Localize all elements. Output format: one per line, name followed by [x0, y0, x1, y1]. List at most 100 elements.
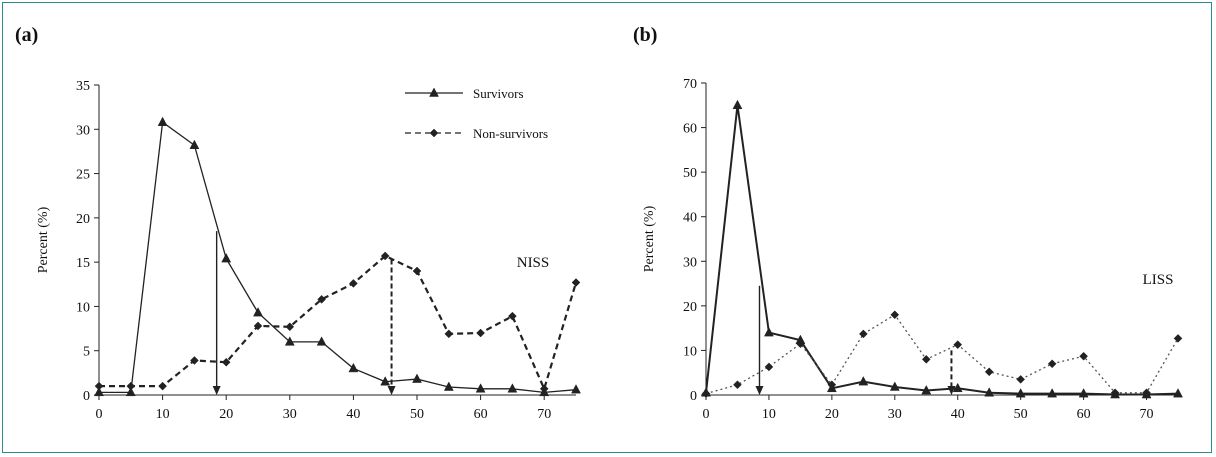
non-survivors-point: [796, 339, 805, 349]
survivors-point: [858, 376, 869, 386]
x-tick-label: 70: [1140, 407, 1154, 422]
legend-label-survivors: Survivors: [473, 86, 524, 101]
y-tick-label: 0: [690, 389, 697, 404]
y-tick-label: 15: [76, 256, 90, 271]
non-survivors-point: [764, 362, 774, 372]
panel-label: (a): [15, 24, 38, 46]
survivors-point: [157, 116, 168, 126]
x-tick-label: 10: [156, 407, 170, 422]
survivors-point: [507, 383, 518, 393]
survivors-point: [253, 307, 263, 317]
non-survivors-point: [733, 380, 742, 390]
y-axis-label: Percent (%): [36, 206, 51, 273]
non-survivors-point: [953, 340, 963, 349]
panel-b: (b) 0 10 20 30 40 50 60 70 0 10 20 30 40 50 60 70 Percent…: [633, 24, 1183, 422]
survivors-point: [94, 386, 104, 397]
survivors-point: [284, 336, 295, 346]
solid-arrow-head: [212, 386, 221, 395]
survivors-point: [984, 387, 995, 397]
solid-arrow-head: [755, 386, 764, 395]
survivors-point: [221, 253, 232, 263]
x-tick-label: 50: [1014, 407, 1028, 422]
legend: Survivors Non-survivors: [405, 86, 548, 141]
legend-label-non-survivors: Non-survivors: [473, 126, 548, 141]
non-survivors-point: [827, 380, 837, 390]
non-survivors-point: [1173, 334, 1183, 343]
survivors-point: [316, 336, 327, 346]
dashed-arrow-head: [387, 386, 396, 395]
chart-annotation: LISS: [1143, 272, 1174, 288]
non-survivors-point: [190, 356, 199, 365]
survivors-point: [412, 373, 422, 383]
y-tick-label: 5: [83, 345, 90, 360]
survivors-point: [952, 382, 963, 393]
y-tick-label: 20: [683, 300, 697, 315]
dashed-arrow-head: [947, 386, 956, 395]
y-axis-label: Percent (%): [642, 205, 657, 272]
non-survivors-point: [126, 381, 136, 391]
y-tick-label: 70: [683, 77, 697, 92]
survivors-point: [1047, 388, 1058, 398]
non-survivors-point: [890, 310, 900, 320]
y-tick-label: 0: [83, 389, 90, 404]
survivors-series-line: [99, 121, 577, 393]
non-survivors-point: [858, 329, 868, 339]
non-survivors-point: [221, 357, 231, 367]
survivors-point: [380, 376, 391, 386]
survivors-point: [429, 87, 439, 97]
survivors-point: [125, 386, 136, 397]
y-tick-label: 10: [683, 344, 697, 359]
survivors-point: [764, 327, 774, 337]
survivors-point: [889, 381, 900, 391]
survivors-point: [732, 99, 743, 110]
non-survivors-point: [571, 278, 581, 287]
non-survivors-point: [94, 381, 104, 391]
y-tick-label: 50: [683, 166, 697, 181]
non-survivors-point: [508, 311, 517, 321]
y-tick-label: 30: [76, 123, 90, 138]
non-survivors-point: [285, 322, 295, 332]
y-tick-label: 60: [683, 122, 697, 137]
x-tick-label: 20: [219, 407, 233, 422]
survivors-point: [475, 383, 486, 393]
non-survivors-point: [1110, 388, 1120, 398]
chart-annotation: NISS: [517, 255, 550, 271]
non-survivors-point: [921, 354, 931, 364]
survivors-series-line: [705, 105, 1179, 396]
non-survivors-point: [158, 381, 167, 391]
survivors-point: [1015, 388, 1026, 398]
x-tick-label: 0: [96, 407, 103, 422]
x-tick-label: 40: [951, 407, 965, 422]
non-survivors-point: [349, 279, 358, 288]
x-tick-label: 30: [283, 407, 297, 422]
x-tick-label: 70: [537, 407, 551, 422]
y-tick-label: 40: [683, 211, 697, 226]
panel-a: (a) 0 5 10 15 20 25 30 35 0 10 20 30 40 50 60 70 Percent …: [15, 24, 581, 422]
non-survivors-point: [539, 384, 549, 394]
y-tick-label: 30: [683, 255, 697, 270]
non-survivors-point: [1079, 351, 1088, 361]
panel-label: (b): [633, 24, 657, 46]
non-survivors-point: [444, 329, 454, 339]
y-tick-label: 20: [76, 212, 90, 227]
non-survivors-point: [1142, 388, 1151, 398]
x-tick-label: 30: [888, 407, 902, 422]
non-survivors-series-line: [99, 254, 578, 392]
x-tick-label: 0: [703, 407, 710, 422]
x-tick-label: 60: [474, 407, 488, 422]
survivors-point: [921, 385, 932, 395]
non-survivors-point: [1016, 375, 1026, 384]
survivors-point: [443, 381, 454, 391]
non-survivors-point: [984, 367, 994, 377]
y-tick-label: 10: [76, 300, 90, 315]
non-survivors-point: [253, 321, 263, 331]
x-tick-label: 50: [410, 407, 424, 422]
survivors-point: [189, 139, 200, 149]
x-tick-label: 40: [346, 407, 360, 422]
y-tick-label: 25: [76, 168, 90, 183]
non-survivors-point: [1047, 359, 1057, 369]
non-survivors-series-line: [705, 313, 1179, 395]
x-tick-label: 20: [825, 407, 839, 422]
non-survivors-point: [317, 294, 326, 304]
